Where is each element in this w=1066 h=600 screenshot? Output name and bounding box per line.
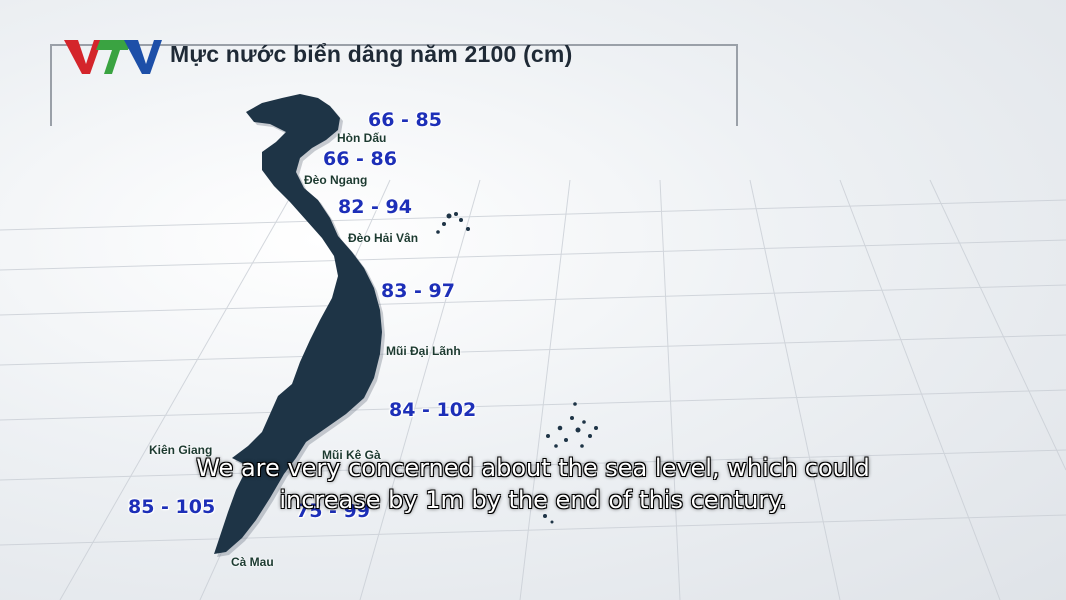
range-label: 66 - 86 bbox=[323, 148, 397, 170]
range-label: 82 - 94 bbox=[338, 196, 412, 218]
place-label: Mũi Đại Lãnh bbox=[386, 344, 461, 358]
range-label: 85 - 105 bbox=[128, 496, 216, 518]
range-label: 66 - 85 bbox=[368, 109, 442, 131]
place-label: Đèo Ngang bbox=[304, 173, 368, 187]
frame-line-top bbox=[50, 44, 738, 46]
video-subtitle: We are very concerned about the sea leve… bbox=[0, 452, 1066, 516]
place-label: Đèo Hải Vân bbox=[348, 231, 419, 245]
range-label: 75 - 99 bbox=[296, 500, 370, 522]
place-label: Cà Mau bbox=[231, 555, 274, 569]
subtitle-line-2: increase by 1m by the end of this centur… bbox=[279, 486, 787, 514]
frame-line-left bbox=[50, 44, 52, 126]
place-label: Mũi Kê Gà bbox=[322, 448, 381, 462]
place-label: Hòn Dấu bbox=[337, 131, 387, 145]
range-label: 84 - 102 bbox=[389, 399, 477, 421]
place-label: Kiên Giang bbox=[149, 443, 213, 457]
vtv-logo bbox=[64, 40, 162, 74]
range-label: 83 - 97 bbox=[381, 280, 455, 302]
frame-line-right bbox=[736, 44, 738, 126]
page-title: Mực nước biển dâng năm 2100 (cm) bbox=[170, 41, 573, 67]
subtitle-line-1: We are very concerned about the sea leve… bbox=[196, 454, 870, 482]
